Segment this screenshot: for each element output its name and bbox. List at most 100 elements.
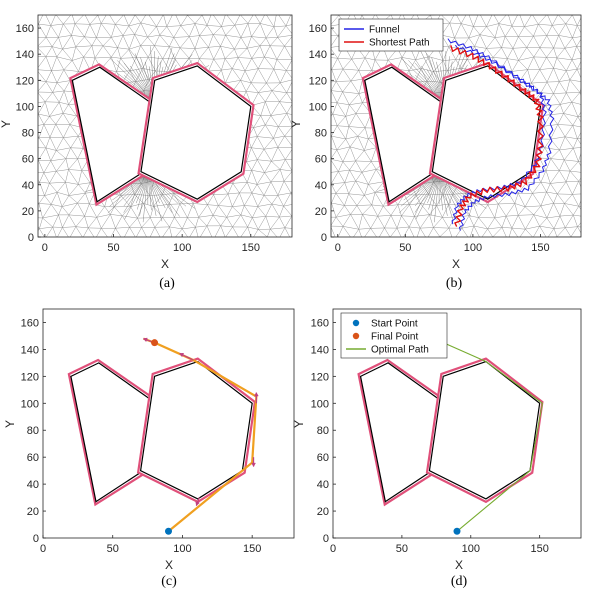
path-arrows	[142, 337, 259, 507]
obstacle-2	[139, 360, 253, 500]
y-tick-label: 20	[22, 206, 34, 218]
y-tick-label: 40	[22, 180, 34, 192]
plot-area-d	[357, 339, 544, 535]
x-tick-label: 100	[464, 242, 482, 254]
x-axis-label: X	[455, 558, 463, 572]
x-tick-label: 50	[107, 543, 119, 555]
y-axis-label: Y	[3, 420, 17, 428]
plot-area-a	[38, 15, 292, 237]
x-tick-label: 0	[335, 242, 341, 254]
arrow-head-4	[251, 462, 256, 468]
y-tick-label: 80	[315, 128, 327, 140]
legend-marker	[352, 319, 360, 327]
panel-b: 0 50 100 150 0 20 40 60 80 100 120 140 160 X Y (b) Funne…	[289, 14, 582, 291]
y-tick-label: 0	[321, 232, 327, 244]
y-tick-label: 0	[323, 533, 329, 545]
panel-a: 0 50 100 150 0 20 40 60 80 100 120 140 160 X Y (a)	[0, 14, 293, 291]
legend-label: Shortest Path	[369, 38, 430, 49]
x-tick-label: 0	[330, 543, 336, 555]
legend-b: Funnel Shortest Path	[338, 18, 444, 52]
x-tick-label: 100	[462, 543, 480, 555]
plot-area-b	[331, 15, 581, 237]
panel-caption: (b)	[446, 276, 463, 291]
arrow-head-3	[254, 391, 259, 397]
plot-area-c	[67, 337, 259, 535]
axes-box-d	[332, 308, 582, 539]
panel-d: 0 50 100 150 0 20 40 60 80 100 120 140 160 X Y (d) Start…	[292, 308, 582, 589]
legend-label: Funnel	[369, 25, 400, 36]
y-tick-label: 140	[309, 49, 327, 61]
start-point-marker	[453, 527, 461, 535]
start-point-marker	[165, 527, 172, 535]
y-tick-label: 100	[311, 398, 329, 410]
x-tick-label: 100	[173, 242, 191, 254]
arrow-head-5	[195, 501, 200, 507]
x-tick-label: 150	[243, 543, 261, 555]
obstacle-2	[428, 360, 541, 500]
y-tick-label: 160	[309, 23, 327, 35]
y-axis-label: Y	[289, 120, 303, 128]
legend-d: Start Point Final Point Optimal Path	[340, 312, 448, 359]
y-tick-label: 20	[317, 506, 329, 518]
y-tick-label: 160	[16, 23, 34, 35]
x-tick-label: 50	[396, 543, 408, 555]
panel-caption: (d)	[451, 574, 468, 589]
y-axis-label: Y	[0, 120, 13, 128]
y-tick-label: 140	[16, 49, 34, 61]
x-axis-label: X	[161, 257, 169, 271]
legend-marker	[352, 332, 360, 340]
y-tick-label: 60	[22, 154, 34, 166]
legend-box	[338, 18, 444, 52]
final-point-marker	[151, 339, 159, 347]
y-tick-label: 120	[16, 75, 34, 87]
panel-c: 0 50 100 150 0 20 40 60 80 100 120 140 160 X Y (c)	[3, 308, 295, 589]
y-tick-label: 60	[27, 452, 39, 464]
axes-box-a	[37, 14, 293, 238]
panel-caption: (a)	[159, 276, 175, 291]
y-tick-label: 80	[22, 128, 34, 140]
obstacle-2	[140, 65, 252, 200]
y-tick-label: 20	[27, 506, 39, 518]
shortest-path-line	[450, 45, 544, 227]
panel-caption: (c)	[161, 574, 177, 589]
y-tick-label: 160	[311, 317, 329, 329]
y-tick-label: 40	[317, 479, 329, 491]
y-tick-label: 120	[21, 371, 39, 383]
y-tick-label: 140	[311, 344, 329, 356]
arrow-head-1	[142, 337, 148, 343]
x-tick-label: 0	[40, 543, 46, 555]
optimal-path-line	[443, 342, 543, 532]
x-tick-label: 50	[107, 242, 119, 254]
y-tick-label: 80	[317, 425, 329, 437]
y-axis-label: Y	[292, 420, 306, 428]
y-tick-label: 40	[27, 479, 39, 491]
x-tick-label: 100	[173, 543, 191, 555]
x-axis-label: X	[165, 558, 173, 572]
legend-label: Final Point	[371, 332, 418, 343]
x-axis-label: X	[452, 257, 460, 271]
y-tick-label: 140	[21, 344, 39, 356]
axes-box-c	[42, 308, 295, 539]
y-tick-label: 120	[309, 75, 327, 87]
y-tick-label: 120	[311, 371, 329, 383]
axes-box-b	[330, 14, 582, 238]
y-tick-label: 100	[21, 398, 39, 410]
y-tick-label: 0	[28, 232, 34, 244]
funnel-right-line	[454, 44, 555, 231]
x-tick-label: 50	[399, 242, 411, 254]
y-tick-label: 20	[315, 206, 327, 218]
x-tick-label: 0	[42, 242, 48, 254]
y-tick-label: 60	[317, 452, 329, 464]
y-tick-label: 0	[33, 533, 39, 545]
y-tick-label: 40	[315, 180, 327, 192]
obstacle-2	[431, 65, 542, 200]
y-tick-label: 80	[27, 425, 39, 437]
x-tick-label: 150	[242, 242, 260, 254]
y-tick-label: 60	[315, 154, 327, 166]
legend-label: Start Point	[371, 319, 418, 330]
x-tick-label: 150	[530, 543, 548, 555]
arrow-head-2	[179, 352, 185, 358]
y-tick-label: 100	[309, 101, 327, 113]
y-tick-label: 160	[21, 317, 39, 329]
